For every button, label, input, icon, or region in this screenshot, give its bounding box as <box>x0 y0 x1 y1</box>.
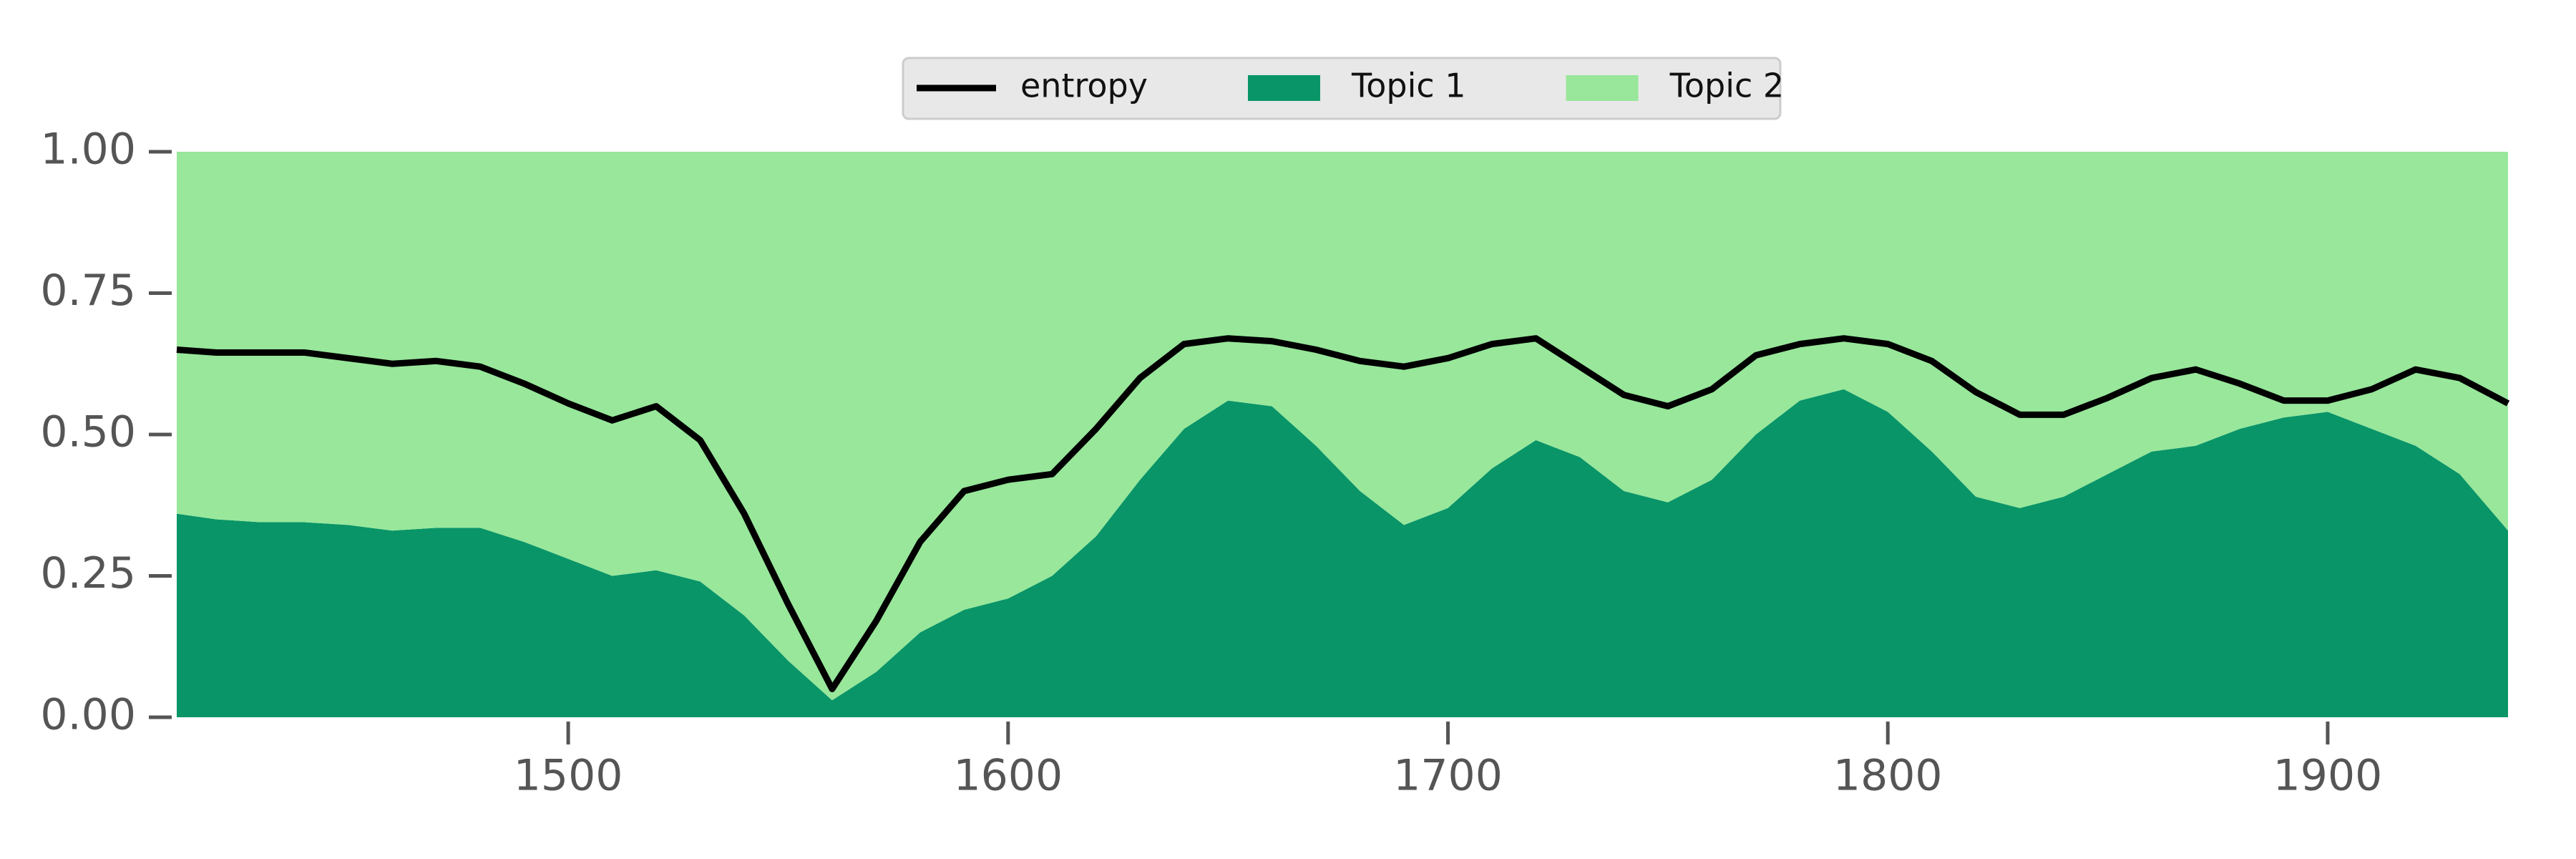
legend-patch <box>1247 75 1320 101</box>
legend-label: Topic 1 <box>1351 67 1466 105</box>
x-tick-label: 1800 <box>1833 751 1943 801</box>
legend-box <box>902 57 1782 120</box>
y-tick-label: 0.50 <box>40 407 136 457</box>
line <box>176 335 2510 692</box>
x-tick-label: 1700 <box>1393 751 1503 801</box>
y-tick-label: 1.00 <box>40 125 136 175</box>
legend-label: entropy <box>1020 67 1148 105</box>
x-tick-label: 1900 <box>2273 751 2383 801</box>
area <box>177 389 2508 717</box>
x-tick-label: 1500 <box>514 751 623 801</box>
legend-patch <box>1566 75 1639 101</box>
y-tick-label: 0.25 <box>40 548 136 598</box>
x-tick-label: 1600 <box>953 751 1063 801</box>
area <box>177 152 2508 701</box>
legend-label: Topic 2 <box>1669 67 1785 105</box>
y-tick-label: 0.00 <box>40 690 136 740</box>
y-tick-label: 0.75 <box>40 266 136 316</box>
